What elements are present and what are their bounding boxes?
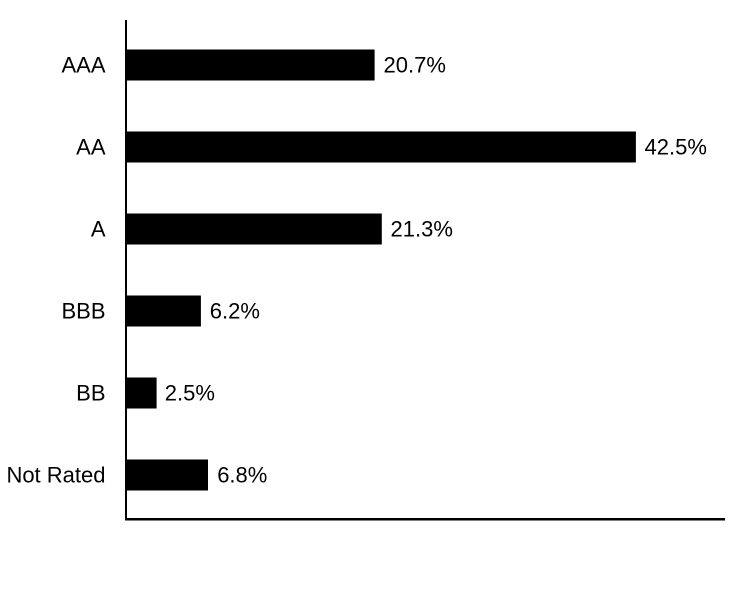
svg-text:6.2%: 6.2%: [210, 299, 260, 324]
svg-text:A: A: [91, 217, 106, 242]
svg-text:AA: AA: [76, 135, 106, 160]
svg-text:21.3%: 21.3%: [391, 217, 453, 242]
svg-text:6.8%: 6.8%: [217, 463, 267, 488]
svg-text:BBB: BBB: [61, 299, 105, 324]
svg-text:20.7%: 20.7%: [384, 53, 446, 78]
svg-text:AAA: AAA: [61, 53, 105, 78]
svg-text:2.5%: 2.5%: [165, 381, 215, 406]
svg-text:Not Rated: Not Rated: [6, 463, 105, 488]
svg-text:BB: BB: [76, 381, 105, 406]
svg-text:42.5%: 42.5%: [645, 135, 707, 160]
